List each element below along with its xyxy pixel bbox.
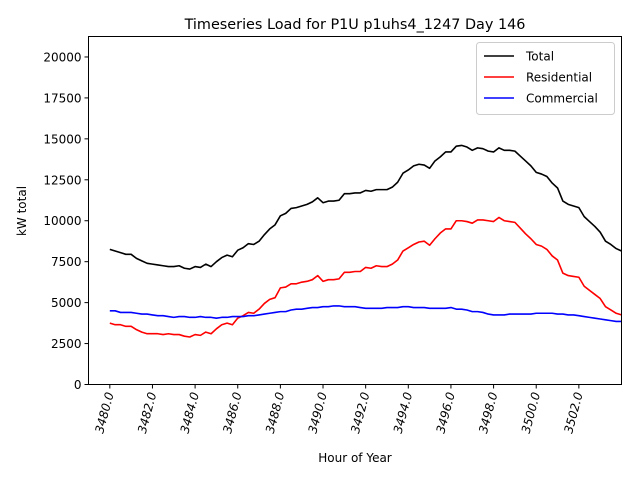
chart-title: Timeseries Load for P1U p1uhs4_1247 Day … [184, 17, 526, 33]
series-line-commercial [109, 305, 622, 323]
x-axis-ticks: 3480.0 3482.0 3484.0 3486.0 3488.0 3490.0 3492… [92, 384, 586, 435]
y-axis-ticks: 0 2500 5000 7500 10000 12500 15000 17500 20000 [43, 50, 89, 392]
y-tick-label: 17500 [43, 91, 81, 105]
x-tick-label: 3490.0 [306, 390, 330, 435]
plot-area [88, 36, 622, 385]
plot-frame [88, 36, 622, 385]
x-tick-label: 3492.0 [348, 390, 372, 435]
legend-label-total: Total [525, 50, 554, 64]
y-tick-label: 15000 [43, 132, 81, 146]
y-tick-label: 7500 [51, 255, 82, 269]
legend: Total Residential Commercial [476, 42, 615, 115]
legend-label-residential: Residential [526, 71, 592, 85]
x-tick-label: 3488.0 [263, 390, 287, 435]
series-line-residential [109, 216, 622, 338]
x-tick-label: 3482.0 [135, 390, 159, 435]
series-line-total [109, 144, 622, 270]
x-tick-label: 3500.0 [519, 390, 543, 435]
series-layer [109, 144, 622, 338]
legend-label-commercial: Commercial [526, 92, 598, 106]
x-tick-label: 3480.0 [92, 390, 116, 435]
x-tick-label: 3496.0 [433, 390, 457, 435]
y-tick-label: 2500 [51, 337, 82, 351]
y-tick-label: 5000 [51, 296, 82, 310]
y-tick-label: 0 [74, 378, 82, 392]
x-axis-label: Hour of Year [318, 451, 392, 465]
y-tick-label: 20000 [43, 50, 81, 64]
x-tick-label: 3498.0 [476, 390, 500, 435]
y-tick-label: 10000 [43, 214, 81, 228]
legend-box [476, 42, 615, 115]
y-axis-label: kW total [15, 186, 29, 236]
x-tick-label: 3502.0 [561, 390, 585, 435]
x-tick-label: 3486.0 [220, 390, 244, 435]
x-tick-label: 3494.0 [391, 390, 415, 435]
x-tick-label: 3484.0 [178, 390, 202, 435]
y-tick-label: 12500 [43, 173, 81, 187]
